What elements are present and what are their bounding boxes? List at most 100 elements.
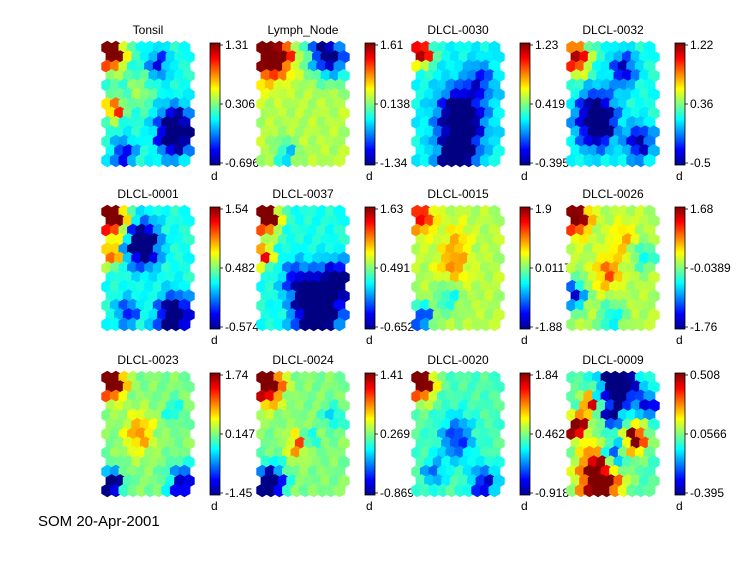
colorbar-unit-label: d [676,169,683,183]
colorbar-tick-label: 1.68 [690,202,714,216]
colorbar-unit-label: d [676,333,683,347]
som-panel: Tonsil 1.31 0.306 -0.696 d [101,23,259,183]
hex-map [411,40,505,168]
hex-map [256,370,350,498]
hex-map [101,204,195,332]
colorbar [519,372,531,496]
colorbar-tick-label: 1.9 [535,202,552,216]
colorbar [519,206,531,330]
colorbar-tick-label: 0.419 [535,97,565,111]
colorbar-unit-label: d [211,333,218,347]
hex-map [411,370,505,498]
hex-map [101,370,195,498]
colorbar-tick-label: -0.574 [225,320,259,334]
panel-title: Lymph_Node [268,23,339,37]
hex-cell [333,153,346,168]
colorbar-tick-label: 1.54 [225,202,249,216]
colorbar-tick-label: -0.696 [225,156,259,170]
panel-title: DLCL-0009 [582,353,644,367]
som-panel: DLCL-0024 1.41 0.269 -0.869 d [256,353,414,513]
colorbar-tick-label: 0.491 [380,261,410,275]
hex-cell [643,483,656,498]
colorbar-unit-label: d [211,499,218,513]
colorbar-tick-label: -0.395 [535,156,569,170]
colorbar-unit-label: d [676,499,683,513]
hex-cell [178,153,191,168]
panel-title: DLCL-0037 [272,187,334,201]
som-panel: Lymph_Node 1.61 0.138 -1.34 d [256,23,410,183]
colorbar-unit-label: d [211,169,218,183]
panel-title: DLCL-0030 [427,23,489,37]
hex-map [256,204,350,332]
hex-cell [488,317,501,332]
colorbar-tick-label: 1.61 [380,38,404,52]
som-panel: DLCL-0037 1.63 0.491 -0.652 d [256,187,414,347]
colorbar-tick-label: -1.45 [225,486,253,500]
colorbar-unit-label: d [521,333,528,347]
panel-title: DLCL-0032 [582,23,644,37]
panel-title: DLCL-0024 [272,353,334,367]
colorbar-tick-label: 1.84 [535,368,559,382]
colorbar [209,206,221,330]
colorbar-tick-label: 0.269 [380,427,410,441]
colorbar-unit-label: d [366,169,373,183]
hex-cell [178,483,191,498]
colorbar-tick-label: 0.0566 [690,427,727,441]
hex-map [256,40,350,168]
colorbar-tick-label: -0.869 [380,486,414,500]
panel-title: DLCL-0020 [427,353,489,367]
colorbar [519,42,531,166]
som-panel: DLCL-0026 1.68 -0.0389 -1.76 d [566,187,731,347]
colorbar-tick-label: 1.31 [225,38,249,52]
colorbar-tick-label: 0.147 [225,427,255,441]
colorbar [674,42,686,166]
colorbar-tick-label: 1.74 [225,368,249,382]
som-panel: DLCL-0032 1.22 0.36 -0.5 d [566,23,714,183]
colorbar-tick-label: 1.23 [535,38,559,52]
colorbar-unit-label: d [521,169,528,183]
hex-map [101,40,195,168]
colorbar-tick-label: -1.76 [690,320,718,334]
colorbar-tick-label: -0.918 [535,486,569,500]
colorbar [209,372,221,496]
hex-map [566,204,660,332]
som-panel: DLCL-0020 1.84 0.462 -0.918 d [411,353,569,513]
panel-title: DLCL-0015 [427,187,489,201]
colorbar-tick-label: 0.0117 [535,261,571,275]
panel-title: Tonsil [133,23,164,37]
colorbar-unit-label: d [366,333,373,347]
hex-cell [488,153,501,168]
panel-title: DLCL-0023 [117,353,179,367]
colorbar-tick-label: -0.0389 [690,261,731,275]
colorbar-tick-label: 0.36 [690,97,714,111]
colorbar-tick-label: -1.34 [380,156,408,170]
hex-map [566,370,660,498]
colorbar-tick-label: -0.395 [690,486,724,500]
panel-title: DLCL-0001 [117,187,179,201]
hex-cell [178,317,191,332]
colorbar-unit-label: d [366,499,373,513]
colorbar [674,206,686,330]
colorbar-tick-label: -0.652 [380,320,414,334]
colorbar-tick-label: 1.63 [380,202,404,216]
hex-map [411,204,505,332]
colorbar-unit-label: d [521,499,528,513]
panel-title: DLCL-0026 [582,187,644,201]
hex-cell [643,153,656,168]
som-panel: DLCL-0023 1.74 0.147 -1.45 d [101,353,255,513]
colorbar-tick-label: 0.508 [690,368,720,382]
colorbar-tick-label: 1.22 [690,38,714,52]
colorbar-tick-label: 0.462 [535,427,565,441]
som-panel: DLCL-0015 1.9 0.0117 -1.88 d [411,187,571,347]
panels-layer: Tonsil 1.31 0.306 -0.696 d Lymph_Node 1.61 0.13… [101,23,731,513]
colorbar [364,42,376,166]
hex-cell [333,483,346,498]
colorbar-tick-label: 0.306 [225,97,255,111]
colorbar [674,372,686,496]
colorbar-tick-label: 1.41 [380,368,404,382]
hex-cell [488,483,501,498]
colorbar [209,42,221,166]
colorbar-tick-label: 0.138 [380,97,410,111]
colorbar-tick-label: -0.5 [690,156,711,170]
